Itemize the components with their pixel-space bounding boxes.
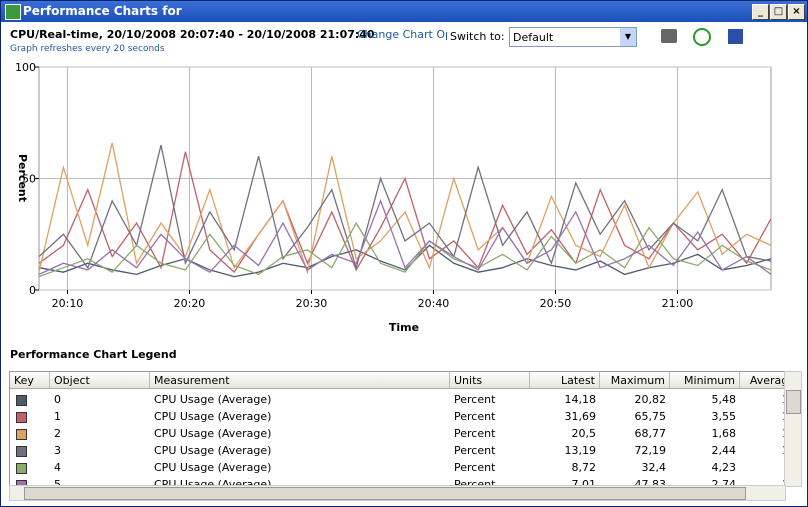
maximize-button[interactable]: □ (770, 4, 787, 20)
column-header: Maximum (600, 372, 670, 389)
legend-swatch (16, 412, 27, 423)
table-cell: 4,23 (711, 461, 737, 474)
data-line (38, 144, 772, 271)
y-tick-label: 50 (22, 173, 36, 186)
legend-table: Key Object Measurement Units Latest Maximum Mi… (9, 371, 786, 487)
table-cell: CPU Usage (Average) (154, 478, 272, 487)
scroll-thumb[interactable] (786, 390, 801, 414)
y-tick-label: 100 (15, 61, 36, 74)
table-cell: 32,4 (641, 461, 667, 474)
column-header: Units (450, 372, 530, 389)
legend-swatch (16, 429, 27, 440)
x-tick-label: 20:30 (296, 297, 328, 310)
table-cell: 13,19 (564, 444, 597, 457)
table-cell: Percent (454, 478, 496, 487)
legend-swatch (16, 395, 27, 406)
legend-swatch (16, 446, 27, 457)
legend-title: Performance Chart Legend (10, 348, 177, 361)
switch-select[interactable]: Default ▼ (509, 27, 637, 47)
table-cell: 65,75 (634, 410, 667, 423)
table-cell: 47,83 (634, 478, 667, 487)
table-cell: 0 (54, 393, 61, 406)
column-header: Latest (530, 372, 600, 389)
table-cell: 72,19 (634, 444, 667, 457)
change-options-link[interactable]: Change Chart Options (357, 28, 447, 41)
y-tick-label: 0 (29, 284, 36, 297)
table-cell: 5,48 (711, 393, 737, 406)
window-title: Performance Charts for (23, 4, 182, 18)
column-header: Minimum (670, 372, 740, 389)
data-line (38, 198, 772, 275)
vertical-scrollbar[interactable] (784, 371, 802, 487)
scroll-thumb[interactable] (24, 487, 746, 500)
x-tick-label: 20:50 (540, 297, 572, 310)
table-cell: CPU Usage (Average) (154, 393, 272, 406)
table-cell: 1,68 (711, 427, 737, 440)
table-cell: 9 (744, 459, 785, 476)
table-cell: 7,01 (571, 478, 597, 487)
table-cell: 16 (744, 425, 785, 442)
print-icon[interactable] (661, 29, 677, 43)
close-button[interactable]: × (788, 4, 805, 20)
save-icon[interactable] (728, 29, 743, 44)
table-cell: 31,69 (564, 410, 597, 423)
table-cell: 5 (54, 478, 61, 487)
table-cell: 16 (744, 442, 785, 459)
app-icon (5, 4, 21, 20)
chart-heading: CPU/Real-time, 20/10/2008 20:07:40 - 20/… (10, 28, 375, 41)
table-cell: Percent (454, 444, 496, 457)
x-tick-label: 21:00 (662, 297, 694, 310)
legend-swatch (16, 480, 27, 486)
table-cell: 4 (54, 461, 61, 474)
column-header: Measurement (150, 372, 450, 389)
column-header: Key (10, 372, 50, 389)
x-tick-label: 20:40 (418, 297, 450, 310)
horizontal-scrollbar[interactable] (9, 485, 786, 501)
x-tick-label: 20:20 (174, 297, 206, 310)
table-cell: 2 (54, 427, 61, 440)
table-cell: 8,72 (571, 461, 597, 474)
column-header: Average (740, 372, 785, 389)
minimize-button[interactable]: _ (752, 4, 769, 20)
table-cell: 10 (744, 391, 785, 408)
table-cell: 2,44 (711, 444, 737, 457)
table-cell: 14,18 (564, 393, 597, 406)
data-line (38, 221, 772, 278)
table-cell: CPU Usage (Average) (154, 444, 272, 457)
table-cell: 10 (744, 476, 785, 486)
table-cell: 20,82 (634, 393, 667, 406)
table-cell: 2,74 (711, 478, 737, 487)
table-cell: Percent (454, 427, 496, 440)
table-cell: Percent (454, 410, 496, 423)
x-axis-label: Time (389, 321, 419, 334)
refresh-note: Graph refreshes every 20 seconds (10, 44, 165, 54)
table-cell: Percent (454, 461, 496, 474)
column-header: Object (50, 372, 150, 389)
data-line (38, 151, 772, 274)
table-cell: 20,5 (571, 427, 597, 440)
x-tick-label: 20:10 (52, 297, 84, 310)
table-cell: 3,55 (711, 410, 737, 423)
switch-value: Default (513, 31, 554, 44)
table-cell: CPU Usage (Average) (154, 461, 272, 474)
title-bar: Performance Charts for _ □ × (1, 1, 807, 22)
table-cell: 1 (54, 410, 61, 423)
chart: Percent Time 0 50 100 20:10 20:20 20:30 20:40 2… (15, 61, 772, 334)
table-cell: CPU Usage (Average) (154, 427, 272, 440)
table-cell: 3 (54, 444, 61, 457)
table-cell: Percent (454, 393, 496, 406)
switch-label: Switch to: (450, 30, 505, 43)
dropdown-arrow: ▼ (620, 28, 636, 46)
refresh-icon[interactable] (693, 28, 711, 46)
y-axis-label: Percent (16, 154, 29, 202)
legend-swatch (16, 463, 27, 474)
table-cell: CPU Usage (Average) (154, 410, 272, 423)
data-line (38, 142, 772, 275)
table-cell: 68,77 (634, 427, 667, 440)
table-cell: 16 (744, 408, 785, 425)
